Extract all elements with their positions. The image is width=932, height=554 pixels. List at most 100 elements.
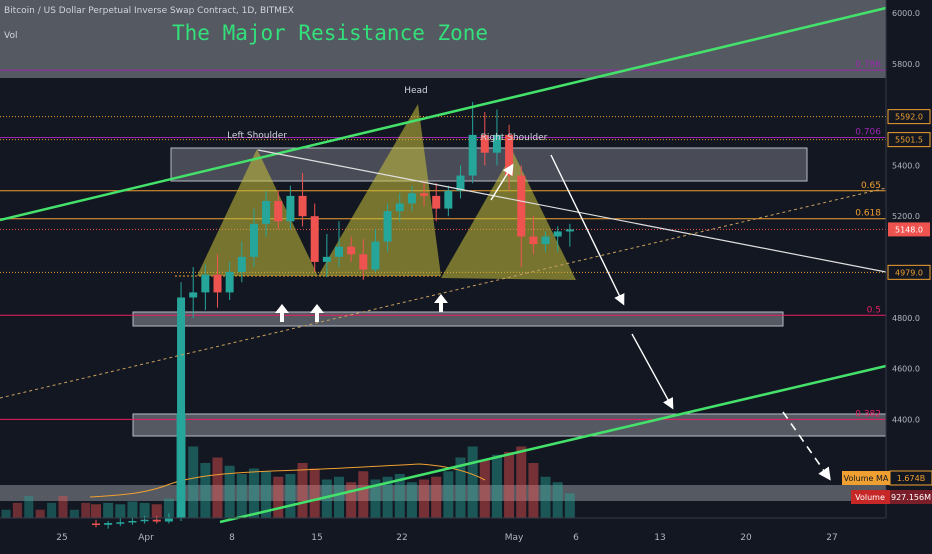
volume-bar <box>370 479 381 518</box>
volume-bar <box>163 498 174 518</box>
vol-label: Vol <box>4 31 17 41</box>
volume-bar <box>200 463 211 518</box>
y-tick-label: 5200.0 <box>892 212 920 221</box>
candle <box>274 190 283 229</box>
price-axis <box>886 0 932 518</box>
x-tick-label: 22 <box>396 533 407 543</box>
volume-bar <box>139 502 150 518</box>
volume-bar <box>358 471 369 518</box>
y-tick-label: 4600.0 <box>892 365 920 374</box>
x-tick-label: 13 <box>654 533 665 543</box>
x-tick-label: Apr <box>138 533 154 543</box>
candle <box>189 267 198 318</box>
candle <box>335 221 343 267</box>
right-shoulder-label: Right Shoulder <box>481 133 548 143</box>
volume-bar <box>309 468 320 518</box>
fib-lines: 0.786 0.706 0.65 0.618 0.5 0.382 <box>0 60 886 420</box>
price-labels: 5592.0 5501.5 5148.0 4979.0 <box>887 109 931 280</box>
fib-level-label: 0.382 <box>855 409 881 419</box>
x-tick-label: May <box>505 533 524 543</box>
volume-bar <box>115 504 126 518</box>
volume-bar <box>564 493 575 518</box>
volume-bar <box>431 476 442 518</box>
volume-bar <box>188 446 199 518</box>
fib-level-label: 0.786 <box>855 60 881 70</box>
volume-bar <box>273 476 284 518</box>
candle <box>371 228 380 273</box>
candle <box>249 208 258 267</box>
candle <box>152 515 161 524</box>
volume-bar <box>528 463 539 518</box>
volume-bar <box>151 504 162 518</box>
candle <box>407 185 416 212</box>
candle <box>420 180 429 207</box>
bounce-arrow-3 <box>434 294 448 312</box>
major-resistance-zone <box>0 0 886 78</box>
left-shoulder-triangle <box>197 149 318 276</box>
volume-bar <box>12 502 22 518</box>
volume-bar <box>297 463 308 518</box>
upper-green-trendline <box>0 6 887 222</box>
candle <box>456 165 465 199</box>
candle <box>359 239 368 280</box>
candle <box>517 165 526 267</box>
head-triangle <box>318 104 441 276</box>
y-tick-label: 4800.0 <box>892 314 920 323</box>
volume-bar <box>334 476 344 518</box>
x-tick-label: 25 <box>56 533 67 543</box>
volume-bar <box>248 468 259 518</box>
volume-bar <box>58 496 68 518</box>
candle <box>480 112 489 166</box>
symbol-title: Bitcoin / US Dollar Perpetual Inverse Sw… <box>4 6 294 16</box>
fib-level-label: 0.5 <box>867 305 881 315</box>
bounce-arrow-2 <box>310 304 324 322</box>
volume-bar <box>47 502 57 518</box>
fib-level-label: 0.706 <box>855 127 881 137</box>
projection-arrow-down-1 <box>550 154 625 306</box>
x-tick-label: 27 <box>826 533 837 543</box>
volume-bar <box>236 474 247 518</box>
candle <box>347 236 356 262</box>
left-shoulder-label: Left Shoulder <box>227 131 287 141</box>
price-label-box <box>887 264 931 280</box>
candle <box>553 226 562 252</box>
volume-bar <box>540 476 551 518</box>
volume-ma-line <box>89 463 486 498</box>
candle <box>116 518 125 527</box>
projection-arrow-down-2 <box>631 333 674 410</box>
dashed-rising-trendline <box>0 187 887 399</box>
candle <box>541 231 550 252</box>
price-label-box <box>887 132 931 148</box>
volume-bar <box>552 482 563 518</box>
candle <box>468 101 477 184</box>
volume-ma-label: Volume MA <box>844 474 889 483</box>
bounce-arrow-1 <box>275 304 289 322</box>
volume-bar <box>382 476 393 518</box>
volume-bar <box>346 482 357 518</box>
candle <box>383 203 392 252</box>
volume-bar <box>212 457 223 518</box>
volume-bar <box>406 482 417 518</box>
volume-ma-readout: Volume MA 1.674B <box>842 470 932 486</box>
candle <box>505 124 514 191</box>
candle <box>492 109 501 166</box>
volume-bar <box>224 465 235 518</box>
volume-value: 927.156M <box>891 493 931 502</box>
projection-arrow-up-right-shoulder <box>490 163 514 201</box>
candle <box>92 519 100 528</box>
volume-bar <box>455 457 466 518</box>
x-tick-label: 6 <box>573 533 579 543</box>
volume-bar <box>1 509 11 518</box>
candle <box>444 185 453 217</box>
support-zone-4800 <box>132 311 784 327</box>
fib-level-label: 0.65 <box>861 181 881 191</box>
candle <box>213 254 222 308</box>
lower-green-trendline <box>219 364 887 524</box>
volume-bar <box>467 446 478 518</box>
volume-bar <box>127 501 138 518</box>
y-tick-label: 5400.0 <box>892 161 920 170</box>
candle <box>140 515 149 524</box>
candle <box>529 216 538 255</box>
volume-bar <box>35 509 45 518</box>
volume-bar <box>504 452 515 518</box>
